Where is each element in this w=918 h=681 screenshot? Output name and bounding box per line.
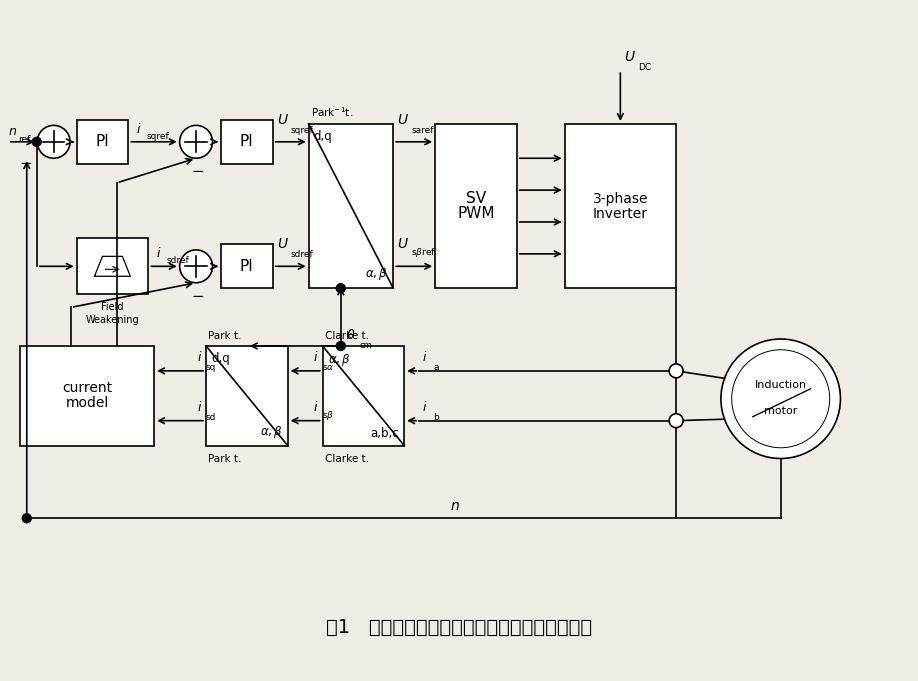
Text: 3-phase: 3-phase: [593, 191, 648, 206]
Circle shape: [180, 250, 212, 283]
Text: Clarke t.: Clarke t.: [325, 454, 368, 464]
Text: cm: cm: [360, 341, 373, 350]
Text: d,q: d,q: [314, 130, 332, 143]
Text: $i$: $i$: [136, 122, 141, 136]
Bar: [221, 120, 273, 163]
Text: SV: SV: [465, 191, 486, 206]
Text: $U$: $U$: [276, 238, 288, 251]
Text: $i$: $i$: [313, 400, 319, 413]
Circle shape: [180, 125, 212, 158]
Bar: [308, 124, 393, 288]
Text: saref: saref: [411, 126, 433, 135]
Text: PWM: PWM: [457, 206, 495, 221]
Bar: [435, 124, 517, 288]
Text: DC: DC: [638, 63, 652, 72]
Text: sqref: sqref: [291, 126, 313, 135]
Text: $U$: $U$: [397, 238, 409, 251]
Circle shape: [336, 284, 345, 293]
Text: −: −: [192, 289, 205, 304]
Text: Induction: Induction: [755, 380, 807, 390]
Text: a,b,c: a,b,c: [371, 426, 399, 440]
Text: PI: PI: [240, 259, 253, 274]
Text: Park$^{-1}$t.: Park$^{-1}$t.: [310, 105, 353, 119]
Bar: [20, 346, 154, 445]
Text: $i$: $i$: [422, 400, 428, 413]
Circle shape: [336, 341, 345, 351]
Text: sdref: sdref: [166, 256, 189, 266]
Bar: [76, 238, 149, 294]
Text: s$\beta$ref: s$\beta$ref: [411, 247, 436, 259]
Text: $\theta$: $\theta$: [346, 328, 355, 342]
Bar: [221, 244, 273, 288]
Text: 图1   交流异步电动机转子磁场定向控制原理框图: 图1 交流异步电动机转子磁场定向控制原理框图: [326, 618, 592, 637]
Text: $U$: $U$: [624, 50, 636, 64]
Text: −: −: [19, 156, 32, 171]
Text: $n$: $n$: [450, 499, 460, 513]
Text: b: b: [433, 413, 439, 422]
Bar: [565, 124, 677, 288]
Circle shape: [721, 339, 841, 458]
Text: $\alpha,\beta$: $\alpha,\beta$: [365, 266, 388, 282]
Circle shape: [669, 413, 683, 428]
Text: Weakening: Weakening: [85, 315, 140, 325]
Text: ref: ref: [17, 135, 30, 144]
Text: model: model: [65, 396, 108, 410]
Text: $\alpha,\beta$: $\alpha,\beta$: [260, 424, 283, 440]
Text: $n$: $n$: [8, 125, 17, 138]
Circle shape: [32, 138, 41, 146]
Text: Park t.: Park t.: [208, 331, 241, 341]
Text: $i$: $i$: [196, 400, 202, 413]
Text: motor: motor: [764, 406, 798, 415]
Text: a: a: [433, 363, 439, 372]
Bar: [206, 346, 287, 445]
Text: PI: PI: [240, 134, 253, 149]
Text: Clarke t.: Clarke t.: [325, 331, 368, 341]
Text: Park t.: Park t.: [208, 454, 241, 464]
Text: sdref: sdref: [291, 251, 313, 259]
Text: Inverter: Inverter: [593, 206, 648, 221]
Text: −: −: [192, 164, 205, 179]
Text: $i$: $i$: [422, 350, 428, 364]
Text: PI: PI: [95, 134, 109, 149]
Circle shape: [22, 513, 31, 523]
Bar: [322, 346, 404, 445]
Bar: [76, 120, 129, 163]
Text: Field: Field: [101, 302, 124, 312]
Text: s$\alpha$: s$\alpha$: [321, 363, 334, 372]
Text: $U$: $U$: [397, 113, 409, 127]
Text: $i$: $i$: [156, 247, 162, 260]
Text: sd: sd: [205, 413, 216, 422]
Text: $U$: $U$: [276, 113, 288, 127]
Text: current: current: [62, 381, 112, 395]
Text: s$\beta$: s$\beta$: [321, 409, 334, 422]
Text: $i$: $i$: [313, 350, 319, 364]
Text: sq: sq: [205, 363, 216, 372]
Text: $\alpha,\beta$: $\alpha,\beta$: [328, 352, 351, 368]
Circle shape: [732, 350, 830, 448]
Text: sqref: sqref: [146, 132, 169, 141]
Text: $i$: $i$: [196, 350, 202, 364]
Text: d,q: d,q: [211, 352, 230, 365]
Circle shape: [669, 364, 683, 378]
Circle shape: [38, 125, 70, 158]
